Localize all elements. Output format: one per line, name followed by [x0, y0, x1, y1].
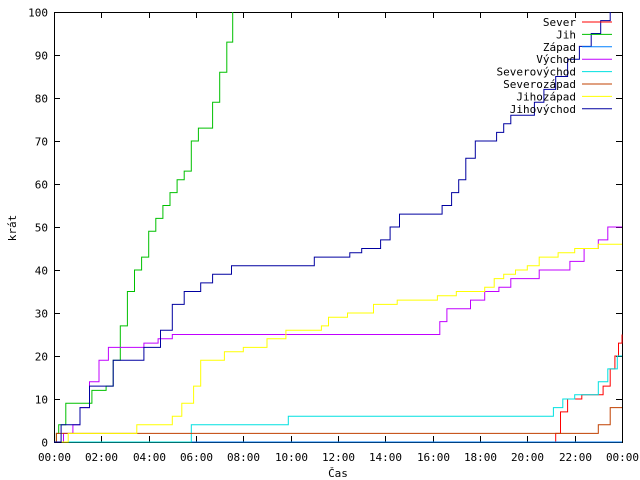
x-tick-label: 20:00 [511, 451, 544, 464]
x-axis-label: Čas [328, 467, 348, 480]
x-tick-label: 00:00 [606, 451, 639, 464]
series-line-Východ [54, 226, 622, 443]
series-line-Severovýchod [54, 355, 622, 443]
axis-ticks: 00:00 02:00 04:00 06:00 08:00 10:00 12:00 14:00… [28, 7, 639, 465]
series-line-Sever [54, 334, 623, 443]
y-tick-label: 100 [28, 7, 48, 20]
x-tick-label: 18:00 [464, 451, 497, 464]
x-tick-label: 02:00 [85, 451, 118, 464]
legend-label: Jih [556, 28, 576, 41]
y-tick-label: 20 [35, 351, 48, 364]
y-tick-label: 80 [35, 93, 48, 106]
x-tick-label: 04:00 [133, 451, 166, 464]
y-tick-label: 10 [35, 394, 48, 407]
legend-label: Jihozápad [516, 90, 576, 103]
series-line-Jihovýchod [54, 12, 611, 443]
y-tick-label: 90 [35, 50, 48, 63]
legend-label: Západ [543, 41, 576, 54]
x-tick-label: 22:00 [559, 451, 592, 464]
x-tick-label: 14:00 [369, 451, 402, 464]
x-tick-label: 16:00 [417, 451, 450, 464]
legend-label: Jihovýchod [510, 103, 576, 116]
legend-label: Sever [543, 16, 576, 29]
x-tick-label: 00:00 [38, 451, 71, 464]
series-lines [54, 12, 623, 443]
y-tick-label: 60 [35, 179, 48, 192]
legend: SeverJihZápadVýchodSeverovýchodSeverozáp… [497, 16, 612, 116]
x-tick-label: 06:00 [180, 451, 213, 464]
y-tick-label: 40 [35, 265, 48, 278]
y-tick-label: 30 [35, 308, 48, 321]
series-line-Severozápad [54, 407, 622, 443]
series-line-Jihozápad [54, 243, 622, 443]
y-tick-label: 50 [35, 222, 48, 235]
legend-label: Severovýchod [497, 66, 576, 79]
y-axis-label: krát [6, 215, 19, 242]
legend-label: Severozápad [503, 78, 576, 91]
x-tick-label: 10:00 [275, 451, 308, 464]
y-tick-label: 0 [41, 437, 48, 450]
x-tick-label: 08:00 [227, 451, 260, 464]
x-tick-label: 12:00 [322, 451, 355, 464]
series-line-Jih [54, 12, 234, 443]
legend-label: Východ [536, 53, 576, 66]
y-tick-label: 70 [35, 136, 48, 149]
